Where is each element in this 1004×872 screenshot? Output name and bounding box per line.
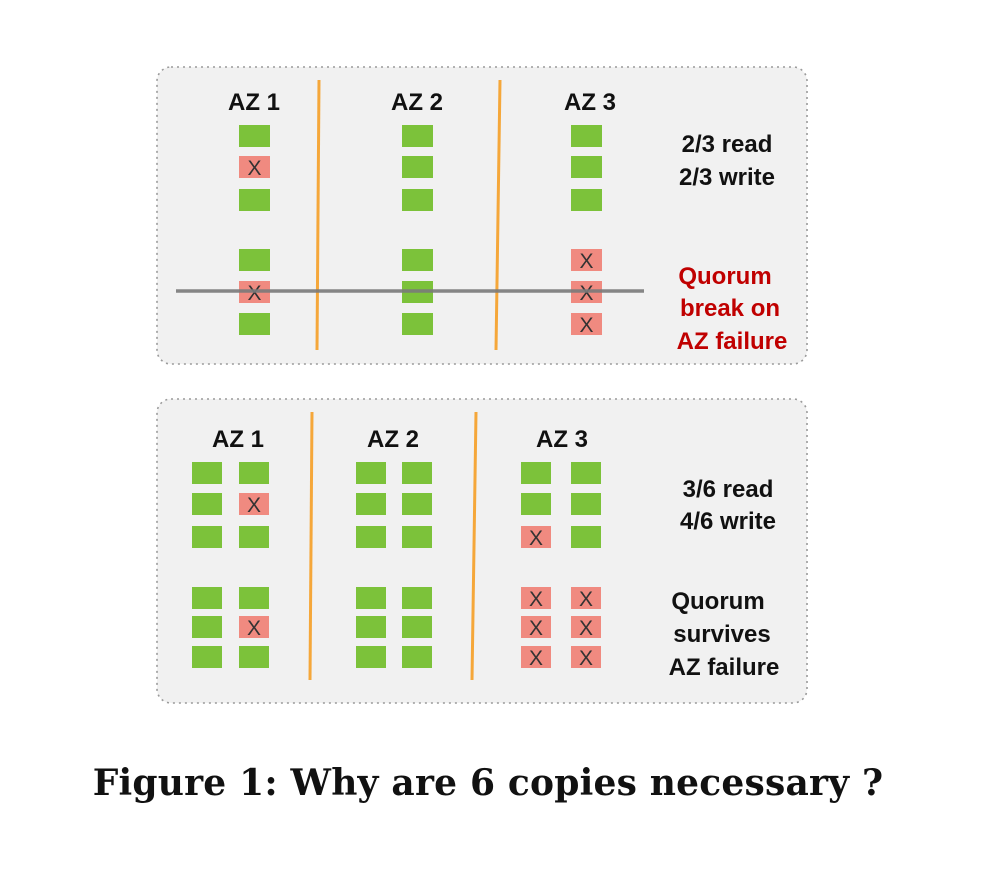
- top-failed-mark-az1-c0-r4: X: [247, 282, 261, 305]
- bottom-copy-az2-c0-r4-ok: [356, 616, 386, 638]
- top-copy-az3-c0-r1-ok: [571, 156, 602, 178]
- top-copy-az1-c0-r0-ok: [239, 125, 270, 147]
- top-copy-az1-c0-r1-failed: [239, 156, 270, 178]
- top-copy-az2-c0-r3-ok: [402, 249, 433, 271]
- bottom-copy-az1-c1-r4-failed: [239, 616, 269, 638]
- bottom-copy-az2-c1-r5-ok: [402, 646, 432, 668]
- bottom-copy-az3-c0-r5-failed: [521, 646, 551, 668]
- bottom-divider-2: [470, 411, 478, 681]
- bottom-copy-az2-c0-r1-ok: [356, 493, 386, 515]
- top-copy-az3-c0-r0-ok: [571, 125, 602, 147]
- bottom-failed-mark-az3-c1-r5: X: [579, 647, 593, 670]
- bottom-copy-az1-c0-r2-ok: [192, 526, 222, 548]
- top-failed-mark-az3-c0-r3: X: [579, 250, 593, 273]
- top-read-quorum: 2/3 read: [682, 131, 773, 158]
- bottom-copy-az2-c0-r2-ok: [356, 526, 386, 548]
- top-copy-az2-c0-r2-ok: [402, 189, 433, 211]
- bottom-copy-az1-c1-r3-ok: [239, 587, 269, 609]
- top-copy-az2-c0-r5-ok: [402, 313, 433, 335]
- bottom-copy-az3-c0-r1-ok: [521, 493, 551, 515]
- bottom-copy-az2-c0-r5-ok: [356, 646, 386, 668]
- top-failed-mark-az3-c0-r4: X: [579, 282, 593, 305]
- top-failed-mark-az1-c0-r1: X: [247, 157, 261, 180]
- bottom-copy-az3-c1-r5-failed: [571, 646, 601, 668]
- bottom-status-line-1: Quorum: [671, 588, 764, 615]
- top-alert-line-2: break on: [680, 295, 780, 322]
- top-alert-line-1: Quorum: [678, 263, 771, 290]
- bottom-copy-az1-c0-r4-ok: [192, 616, 222, 638]
- bottom-failed-mark-az1-c1-r4: X: [247, 617, 261, 640]
- top-copy-az2-c0-r1-ok: [402, 156, 433, 178]
- top-az-label-3: AZ 3: [564, 89, 616, 116]
- bottom-failed-mark-az3-c1-r4: X: [579, 617, 593, 640]
- bottom-copy-az2-c1-r1-ok: [402, 493, 432, 515]
- top-copy-az3-c0-r2-ok: [571, 189, 602, 211]
- bottom-failed-mark-az3-c0-r2: X: [529, 527, 543, 550]
- bottom-failed-mark-az3-c0-r5: X: [529, 647, 543, 670]
- bottom-az-label-3: AZ 3: [536, 426, 588, 453]
- bottom-status-line-2: survives: [673, 621, 770, 648]
- top-copy-az1-c0-r5-ok: [239, 313, 270, 335]
- top-copy-az3-c0-r3-failed: [571, 249, 602, 271]
- bottom-copy-az1-c0-r1-ok: [192, 493, 222, 515]
- bottom-divider-1: [308, 411, 314, 681]
- top-divider-2: [494, 79, 502, 351]
- top-az-label-2: AZ 2: [391, 89, 443, 116]
- bottom-copy-az3-c1-r4-failed: [571, 616, 601, 638]
- bottom-az-label-1: AZ 1: [212, 426, 264, 453]
- top-copy-az1-c0-r3-ok: [239, 249, 270, 271]
- bottom-copy-az1-c0-r0-ok: [192, 462, 222, 484]
- bottom-panel: [156, 398, 808, 704]
- bottom-copy-az2-c1-r4-ok: [402, 616, 432, 638]
- bottom-copy-az1-c1-r2-ok: [239, 526, 269, 548]
- bottom-copy-az2-c0-r0-ok: [356, 462, 386, 484]
- top-alert-line-3: AZ failure: [677, 328, 788, 355]
- top-failed-mark-az3-c0-r5: X: [579, 314, 593, 337]
- bottom-copy-az3-c1-r0-ok: [571, 462, 601, 484]
- bottom-copy-az3-c0-r4-failed: [521, 616, 551, 638]
- top-copy-az1-c0-r2-ok: [239, 189, 270, 211]
- bottom-copy-az2-c1-r3-ok: [402, 587, 432, 609]
- top-copy-az3-c0-r5-failed: [571, 313, 602, 335]
- bottom-copy-az3-c0-r3-failed: [521, 587, 551, 609]
- bottom-write-quorum: 4/6 write: [680, 508, 776, 535]
- top-copy-az2-c0-r0-ok: [402, 125, 433, 147]
- bottom-copy-az1-c0-r5-ok: [192, 646, 222, 668]
- top-write-quorum: 2/3 write: [679, 164, 775, 191]
- bottom-copy-az3-c1-r3-failed: [571, 587, 601, 609]
- bottom-copy-az3-c1-r1-ok: [571, 493, 601, 515]
- figure-caption: Figure 1: Why are 6 copies necessary ?: [92, 762, 884, 804]
- bottom-copy-az2-c0-r3-ok: [356, 587, 386, 609]
- bottom-failed-mark-az3-c0-r4: X: [529, 617, 543, 640]
- bottom-failed-mark-az3-c0-r3: X: [529, 588, 543, 611]
- bottom-copy-az3-c1-r2-ok: [571, 526, 601, 548]
- bottom-copy-az1-c1-r0-ok: [239, 462, 269, 484]
- bottom-copy-az3-c0-r2-failed: [521, 526, 551, 548]
- bottom-copy-az1-c1-r1-failed: [239, 493, 269, 515]
- bottom-copy-az1-c1-r5-ok: [239, 646, 269, 668]
- bottom-copy-az1-c0-r3-ok: [192, 587, 222, 609]
- top-divider-1: [315, 79, 321, 351]
- bottom-az-label-2: AZ 2: [367, 426, 419, 453]
- bottom-read-quorum: 3/6 read: [683, 476, 774, 503]
- bottom-failed-mark-az1-c1-r1: X: [247, 494, 261, 517]
- bottom-status-line-3: AZ failure: [669, 654, 780, 681]
- bottom-failed-mark-az3-c1-r3: X: [579, 588, 593, 611]
- top-az-label-1: AZ 1: [228, 89, 280, 116]
- bottom-copy-az2-c1-r2-ok: [402, 526, 432, 548]
- bottom-copy-az2-c1-r0-ok: [402, 462, 432, 484]
- bottom-copy-az3-c0-r0-ok: [521, 462, 551, 484]
